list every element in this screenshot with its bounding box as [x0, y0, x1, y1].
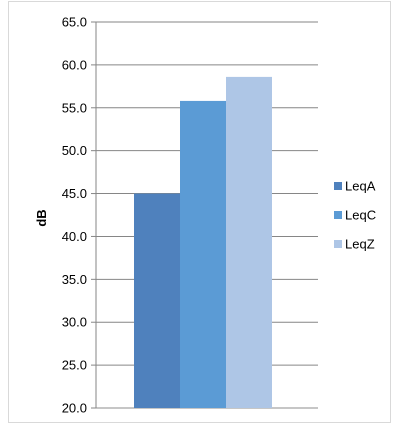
y-axis-ticks: 20.0 25.0 30.0 35.0 40.0 45.0 50.0 55.0 60.0 65.0: [62, 15, 96, 416]
legend-swatch-leqa: [334, 182, 342, 190]
bar-leqa: [134, 193, 180, 408]
legend-label-leqz: LeqZ: [345, 237, 375, 252]
bar-leqc: [180, 100, 226, 408]
y-tick-label: 25.0: [62, 358, 87, 373]
y-axis-label: dB: [34, 209, 49, 226]
y-tick-label: 20.0: [62, 401, 87, 416]
legend-label-leqc: LeqC: [345, 208, 376, 223]
y-tick-label: 40.0: [62, 229, 87, 244]
bar-group: [134, 76, 272, 409]
y-tick-label: 50.0: [62, 143, 87, 158]
y-tick-label: 55.0: [62, 100, 87, 115]
legend-swatch-leqc: [334, 211, 342, 219]
legend-swatch-leqz: [334, 240, 342, 248]
y-tick-label: 35.0: [62, 272, 87, 287]
legend-label-leqa: LeqA: [345, 179, 376, 194]
legend: LeqA LeqC LeqZ: [334, 179, 376, 252]
y-tick-label: 65.0: [62, 15, 87, 30]
y-tick-label: 30.0: [62, 315, 87, 330]
bar-leqz: [226, 76, 272, 409]
y-tick-label: 60.0: [62, 57, 87, 72]
gridlines: [96, 21, 318, 409]
y-tick-label: 45.0: [62, 186, 87, 201]
